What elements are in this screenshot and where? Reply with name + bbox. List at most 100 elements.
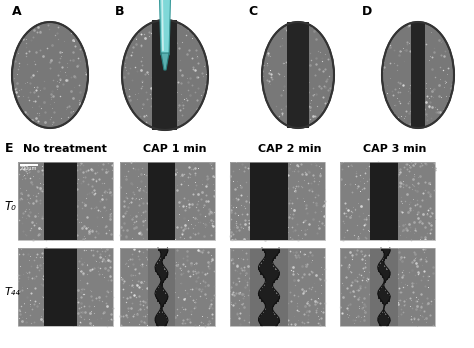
Bar — [148, 286, 159, 288]
Bar — [385, 288, 398, 291]
Bar — [274, 304, 288, 307]
Bar — [167, 294, 175, 296]
Bar — [153, 20, 177, 130]
Bar — [148, 283, 161, 286]
Bar — [384, 283, 398, 286]
Bar — [273, 261, 288, 264]
Bar — [384, 307, 398, 310]
Bar — [370, 291, 378, 294]
Bar — [370, 248, 398, 326]
Bar — [385, 304, 398, 307]
Bar — [168, 272, 175, 275]
Bar — [278, 253, 288, 256]
Bar — [370, 315, 379, 318]
Bar — [250, 304, 265, 307]
Bar — [278, 278, 288, 280]
Bar — [250, 162, 288, 240]
Bar — [166, 278, 175, 280]
Bar — [148, 291, 155, 294]
Bar — [166, 302, 175, 304]
Bar — [148, 313, 158, 315]
Bar — [278, 294, 288, 296]
Bar — [163, 264, 175, 267]
Bar — [370, 304, 384, 307]
Bar — [273, 307, 288, 310]
Bar — [370, 275, 382, 278]
Bar — [250, 278, 265, 280]
Bar — [387, 256, 398, 259]
Bar — [18, 162, 113, 240]
Bar — [279, 275, 288, 278]
Bar — [148, 318, 155, 321]
Bar — [370, 283, 384, 286]
Bar — [370, 248, 381, 251]
Bar — [120, 162, 215, 240]
Bar — [164, 267, 175, 269]
Bar — [370, 264, 379, 267]
Text: D: D — [362, 5, 372, 18]
Bar — [250, 313, 263, 315]
Bar — [277, 315, 288, 318]
Bar — [167, 299, 175, 302]
Bar — [168, 251, 175, 253]
Bar — [162, 310, 175, 313]
Ellipse shape — [382, 22, 454, 128]
Ellipse shape — [122, 20, 208, 130]
Bar — [387, 291, 398, 294]
Bar — [389, 253, 398, 256]
Bar — [388, 315, 398, 318]
Bar — [276, 291, 288, 294]
Bar — [370, 251, 383, 253]
Bar — [384, 286, 398, 288]
Bar — [250, 310, 264, 313]
Bar — [250, 267, 258, 269]
Bar — [120, 162, 215, 240]
Bar — [370, 267, 378, 269]
Bar — [278, 323, 288, 326]
Bar — [148, 323, 156, 326]
Text: C: C — [248, 5, 257, 18]
Bar — [250, 251, 264, 253]
Bar — [148, 280, 161, 283]
Bar — [370, 253, 384, 256]
Bar — [280, 251, 288, 253]
Bar — [148, 307, 161, 310]
Text: T₄₄: T₄₄ — [5, 287, 21, 297]
Bar — [148, 275, 159, 278]
Bar — [279, 299, 288, 302]
Bar — [370, 302, 383, 304]
Bar — [163, 288, 175, 291]
Bar — [275, 267, 288, 269]
Text: T₀: T₀ — [5, 200, 17, 213]
Bar — [250, 256, 265, 259]
Bar — [340, 162, 435, 240]
Bar — [370, 269, 378, 272]
Bar — [250, 280, 265, 283]
Bar — [384, 261, 398, 264]
Bar — [20, 164, 38, 166]
Text: 200μm: 200μm — [20, 166, 37, 171]
Bar — [273, 264, 288, 267]
Bar — [386, 267, 398, 269]
Bar — [370, 288, 380, 291]
Bar — [250, 264, 260, 267]
Bar — [164, 280, 175, 283]
Bar — [230, 248, 325, 326]
Bar — [250, 323, 260, 326]
Bar — [166, 269, 175, 272]
Bar — [279, 318, 288, 321]
Bar — [390, 248, 398, 251]
Bar — [148, 248, 158, 251]
Bar — [250, 272, 261, 275]
Bar — [287, 22, 309, 128]
Bar — [166, 315, 175, 318]
Bar — [273, 288, 288, 291]
Bar — [165, 291, 175, 294]
Bar — [385, 259, 398, 261]
Bar — [370, 307, 384, 310]
Bar — [148, 315, 156, 318]
Bar — [340, 248, 435, 326]
Bar — [278, 269, 288, 272]
Bar — [411, 22, 425, 128]
Bar — [390, 275, 398, 278]
